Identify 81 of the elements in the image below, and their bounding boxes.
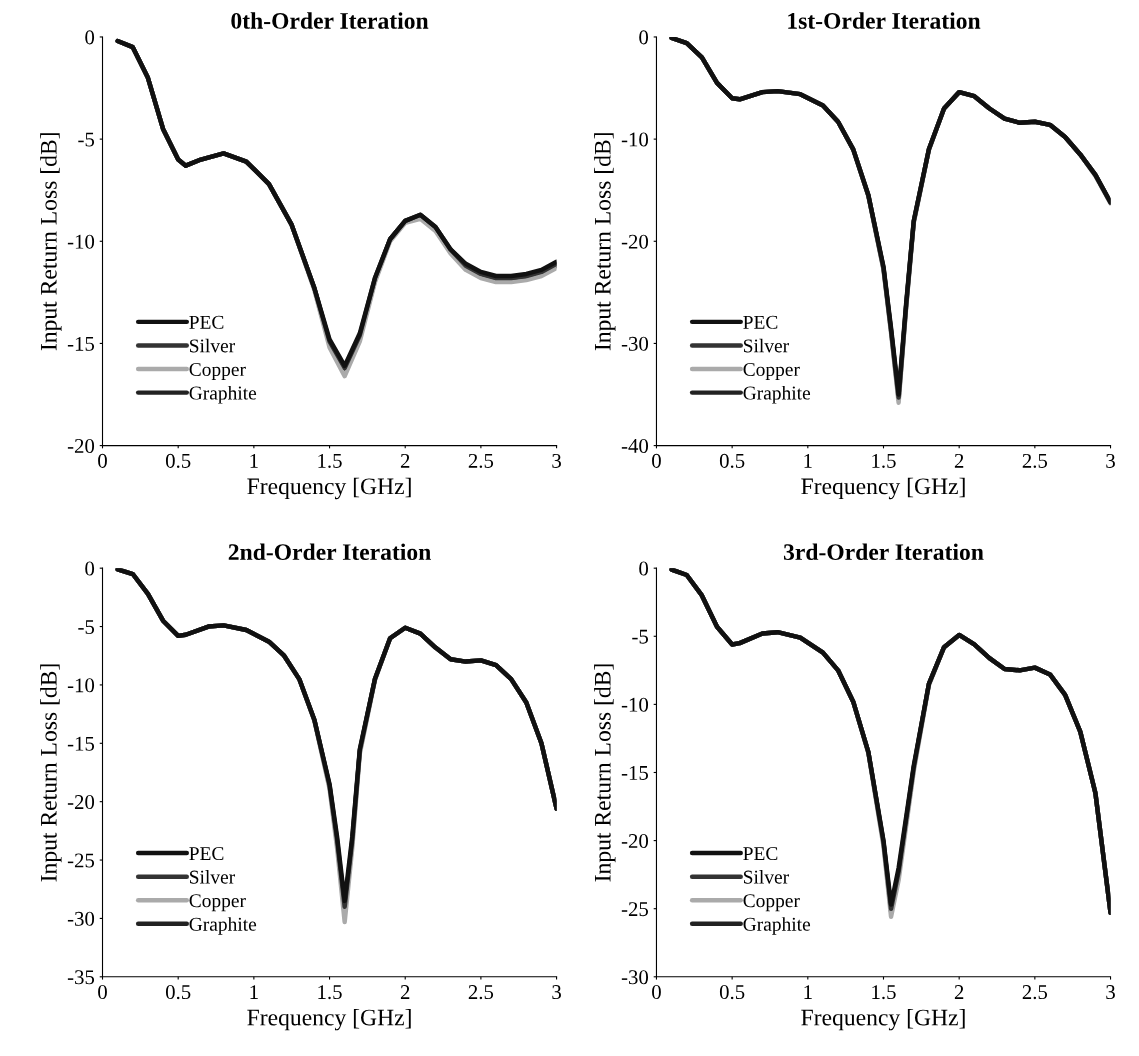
x-tick-label: 2: [954, 453, 964, 468]
x-tick-label: 1.5: [318, 453, 342, 468]
legend-label: PEC: [743, 315, 778, 329]
x-tick-label: 3: [1106, 985, 1115, 1000]
x-tick-label: 0: [98, 985, 107, 1000]
chart-title: 2nd-Order Iteration: [228, 543, 431, 561]
y-tick-label: -15: [621, 765, 649, 780]
y-axis-title: Input Return Loss [dB]: [594, 133, 616, 351]
y-tick-label: 0: [639, 561, 649, 576]
chart-title: 1st-Order Iteration: [788, 12, 981, 29]
x-tick-label: 2: [954, 985, 964, 999]
legend-label: Copper: [189, 894, 246, 912]
x-tick-label: 2.5: [468, 985, 494, 1000]
y-tick-label: -20: [67, 795, 95, 810]
x-tick-label: 1.5: [872, 985, 896, 1000]
legend-label: Graphite: [189, 917, 257, 935]
y-axis-title: Input Return Loss [dB]: [40, 133, 62, 351]
x-tick-label: 0.5: [165, 985, 191, 1000]
y-tick-label: -5: [632, 629, 649, 644]
x-tick-label: 0.5: [719, 453, 745, 468]
y-tick-label: -35: [67, 970, 95, 985]
x-axis-title: Frequency [GHz]: [247, 477, 411, 500]
y-tick-label: -5: [78, 132, 95, 147]
y-tick-label: -40: [621, 438, 649, 454]
legend-label: Copper: [189, 362, 246, 380]
y-tick-label: -20: [67, 438, 95, 454]
legend-label: Silver: [743, 338, 789, 353]
x-tick-label: 0: [98, 453, 107, 468]
legend-label: Silver: [190, 338, 235, 353]
y-tick-label: -30: [621, 336, 649, 351]
x-axis-title: Frequency [GHz]: [247, 1008, 411, 1031]
x-tick-label: 1: [804, 985, 812, 999]
x-tick-label: 1: [250, 453, 258, 468]
x-tick-label: 3: [1106, 453, 1115, 468]
y-tick-label: 0: [85, 561, 95, 576]
legend-label: PEC: [189, 315, 224, 329]
x-axis-title: Frequency [GHz]: [801, 477, 965, 500]
y-tick-label: -30: [621, 970, 649, 985]
y-tick-label: -25: [621, 902, 649, 917]
legend-label: Silver: [190, 869, 235, 884]
y-tick-label: -5: [78, 620, 95, 634]
y-tick-label: -10: [67, 234, 95, 249]
legend-label: Graphite: [743, 385, 811, 404]
x-tick-label: 1: [804, 453, 812, 468]
chart-title: 0th-Order Iteration: [231, 12, 429, 29]
x-axis-title: Frequency [GHz]: [801, 1008, 965, 1031]
x-tick-label: 2.5: [468, 453, 494, 468]
legend-label: Graphite: [189, 385, 257, 404]
y-tick-label: -10: [621, 132, 649, 147]
x-tick-label: 0.5: [719, 985, 745, 1000]
x-tick-label: 1.5: [318, 985, 342, 1000]
x-tick-label: 2.5: [1022, 985, 1048, 1000]
y-tick-label: -10: [621, 697, 649, 712]
y-axis-title: Input Return Loss [dB]: [40, 664, 62, 882]
y-axis-title: Input Return Loss [dB]: [594, 664, 616, 882]
chart-title: 3rd-Order Iteration: [783, 543, 984, 561]
legend-label: PEC: [743, 847, 778, 861]
y-tick-label: -20: [621, 833, 649, 849]
y-tick-label: -30: [67, 911, 95, 926]
legend-label: PEC: [189, 847, 224, 861]
y-tick-label: -20: [621, 234, 649, 249]
y-tick-label: -15: [67, 736, 95, 751]
x-tick-label: 3: [552, 985, 561, 1000]
y-tick-label: 0: [85, 30, 95, 45]
y-tick-label: -15: [67, 336, 95, 351]
legend-label: Silver: [743, 869, 789, 884]
legend-label: Copper: [743, 362, 800, 380]
legend-label: Graphite: [743, 917, 811, 935]
x-tick-label: 0: [652, 453, 661, 468]
x-tick-label: 2: [400, 453, 410, 468]
y-tick-label: 0: [639, 30, 649, 45]
legend-label: Copper: [743, 894, 800, 912]
x-tick-label: 0.5: [165, 453, 191, 468]
x-tick-label: 1.5: [872, 453, 896, 468]
x-tick-label: 0: [652, 985, 661, 1000]
y-tick-label: -10: [67, 678, 95, 693]
x-tick-label: 3: [552, 453, 561, 468]
x-tick-label: 2: [400, 985, 410, 999]
x-tick-label: 1: [250, 985, 258, 999]
y-tick-label: -25: [67, 853, 95, 868]
x-tick-label: 2.5: [1022, 453, 1048, 468]
